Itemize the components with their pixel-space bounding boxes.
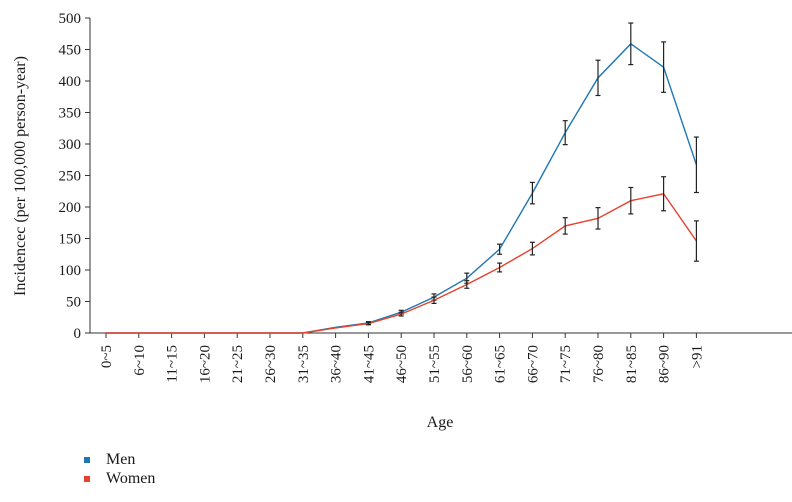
x-tick-label: 36~40 (329, 345, 345, 383)
x-tick-label: 46~50 (394, 345, 410, 383)
error-bar (464, 280, 470, 289)
legend-item-women: Women (84, 470, 155, 487)
y-tick-label: 350 (59, 106, 82, 122)
y-tick-label: 150 (59, 232, 82, 248)
x-tick-label: 6~10 (132, 345, 148, 376)
x-tick-label: 86~90 (657, 345, 673, 383)
x-tick-label: 71~75 (558, 345, 574, 383)
error-bar (497, 243, 503, 255)
error-bar (693, 220, 699, 262)
plot-area (106, 22, 699, 334)
error-bar (595, 59, 601, 97)
y-tick-label: 200 (59, 200, 82, 216)
error-bar (398, 311, 404, 317)
x-tick-label: 76~80 (591, 345, 607, 383)
legend-label: Women (106, 470, 155, 487)
x-tick-label: 21~25 (230, 345, 246, 383)
legend-swatch (84, 476, 90, 482)
x-tick-label: 61~65 (493, 345, 509, 383)
error-bar (661, 176, 667, 212)
series-men (106, 22, 699, 334)
error-bar (628, 22, 634, 66)
series-women (106, 176, 699, 334)
x-tick-label: 81~85 (624, 345, 640, 383)
x-tick-label: 31~35 (296, 345, 312, 383)
x-axis: 0~5 6~10 11~15 16~20 21~25 26~30 31~35 36~40 41~… (90, 332, 792, 383)
x-tick-label: 41~45 (361, 345, 377, 383)
y-axis-title: Incidencec (per 100,000 person-year) (12, 56, 29, 296)
error-bar (529, 241, 535, 256)
x-axis-title: Age (427, 414, 454, 431)
x-tick-label: 0~5 (99, 345, 115, 368)
error-bar (628, 186, 634, 215)
x-tick-label: 66~70 (525, 345, 541, 383)
y-ticks: 0 50 100 150 200 250 300 350 400 450 500 (59, 11, 90, 342)
error-bar (562, 217, 568, 235)
error-bar (497, 262, 503, 273)
legend-item-men: Men (84, 451, 135, 468)
x-tick-label: 56~60 (460, 345, 476, 383)
legend: Men Women (84, 451, 155, 487)
error-bar (529, 181, 535, 205)
y-axis: 0 50 100 150 200 250 300 350 400 450 500 (59, 11, 91, 342)
y-tick-label: 0 (74, 326, 82, 342)
x-tick-label: 51~55 (427, 345, 443, 383)
error-bar (595, 207, 601, 230)
legend-label: Men (106, 451, 135, 468)
error-bar (365, 321, 371, 326)
y-tick-label: 450 (59, 43, 82, 59)
error-bar (661, 41, 667, 93)
y-tick-label: 400 (59, 74, 82, 90)
legend-swatch (84, 457, 90, 463)
error-bar (693, 136, 699, 194)
y-tick-label: 100 (59, 263, 82, 279)
y-tick-label: 500 (59, 11, 82, 27)
y-tick-label: 50 (66, 295, 81, 311)
y-tick-label: 300 (59, 137, 82, 153)
x-tick-label: 16~20 (197, 345, 213, 383)
x-tick-label: 11~15 (165, 345, 181, 383)
error-bar (562, 120, 568, 146)
x-tick-label: >91 (689, 345, 705, 368)
x-tick-label: 26~30 (263, 345, 279, 383)
x-ticks: 0~5 6~10 11~15 16~20 21~25 26~30 31~35 36~40 41~… (99, 333, 705, 383)
error-bar (431, 296, 437, 304)
y-tick-label: 250 (59, 169, 82, 185)
series-line-men (106, 42, 698, 334)
